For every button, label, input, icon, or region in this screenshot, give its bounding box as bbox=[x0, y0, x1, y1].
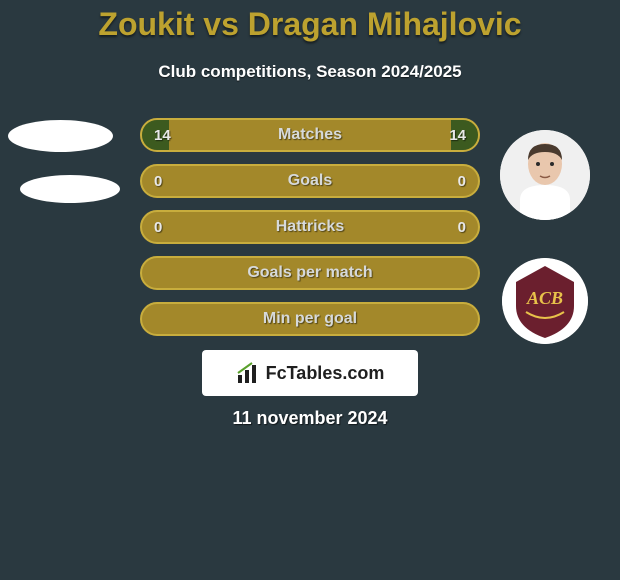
club-crest-icon: ACB bbox=[502, 258, 588, 344]
bar-goals: 0 Goals 0 bbox=[140, 164, 480, 198]
bar-goals-per-match: Goals per match bbox=[140, 256, 480, 290]
comparison-card: Zoukit vs Dragan Mihajlovic Club competi… bbox=[0, 0, 620, 580]
bars-chart-icon bbox=[236, 361, 260, 385]
bar-label: Matches bbox=[142, 120, 478, 150]
bar-label: Goals bbox=[142, 166, 478, 196]
bar-right-value: 0 bbox=[458, 166, 466, 196]
bar-min-per-goal: Min per goal bbox=[140, 302, 480, 336]
bar-right-value: 14 bbox=[449, 120, 466, 150]
bar-matches: 14 Matches 14 bbox=[140, 118, 480, 152]
bar-hattricks: 0 Hattricks 0 bbox=[140, 210, 480, 244]
left-player-placeholder bbox=[8, 120, 113, 152]
logo-text: FcTables.com bbox=[266, 363, 385, 384]
subtitle: Club competitions, Season 2024/2025 bbox=[0, 62, 620, 82]
date-text: 11 november 2024 bbox=[0, 408, 620, 429]
svg-text:ACB: ACB bbox=[526, 288, 563, 308]
fctables-logo[interactable]: FcTables.com bbox=[202, 350, 418, 396]
player-face-icon bbox=[500, 130, 590, 220]
bar-label: Hattricks bbox=[142, 212, 478, 242]
bar-label: Goals per match bbox=[142, 258, 478, 288]
stats-bars: 14 Matches 14 0 Goals 0 0 Hattricks 0 Go… bbox=[140, 118, 480, 348]
left-badge-placeholder bbox=[20, 175, 120, 203]
bar-right-value: 0 bbox=[458, 212, 466, 242]
page-title: Zoukit vs Dragan Mihajlovic bbox=[0, 6, 620, 43]
right-player-avatar bbox=[500, 130, 590, 220]
bar-label: Min per goal bbox=[142, 304, 478, 334]
right-club-badge: ACB bbox=[502, 258, 588, 344]
